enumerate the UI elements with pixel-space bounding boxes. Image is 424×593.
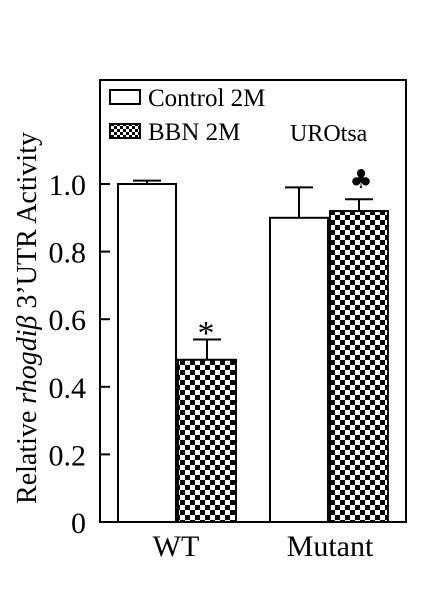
y-tick-label: 0	[71, 507, 86, 540]
legend-swatch-bbn	[109, 123, 141, 139]
x-label-mutant: Mutant	[287, 530, 374, 563]
y-tick-label: 0.4	[49, 372, 87, 405]
significance-asterisk: *	[198, 315, 215, 352]
bar-wt-control	[117, 183, 177, 523]
legend-swatch-control	[109, 89, 141, 105]
y-tick-label: 0.2	[49, 439, 87, 472]
y-tick-label: 0.6	[49, 304, 87, 337]
y-axis-title-gene: rhogdiβ	[12, 316, 43, 404]
legend-label-control: Control 2M	[148, 85, 265, 112]
y-axis-title: Relative rhogdiβ 3’UTR Activity	[12, 132, 43, 504]
y-axis-ticks: 0 0.2 0.4 0.6 0.8 1.0	[49, 169, 110, 540]
y-tick-label: 0.8	[49, 237, 87, 270]
bar-wt-bbn	[177, 358, 237, 524]
bars-group	[117, 179, 389, 524]
bar-mutant-control	[269, 216, 329, 524]
significance-club: ♣	[349, 165, 372, 195]
x-label-wt: WT	[153, 530, 200, 563]
y-axis-title-prefix: Relative	[12, 404, 43, 504]
y-tick-label: 1.0	[49, 169, 87, 202]
legend: Control 2M BBN 2M	[109, 85, 265, 146]
legend-label-bbn: BBN 2M	[148, 119, 240, 146]
cell-line-label: UROtsa	[290, 121, 368, 147]
bar-mutant-bbn	[329, 210, 389, 523]
y-axis-title-suffix: 3’UTR Activity	[12, 132, 43, 316]
plot-frame	[99, 79, 407, 523]
